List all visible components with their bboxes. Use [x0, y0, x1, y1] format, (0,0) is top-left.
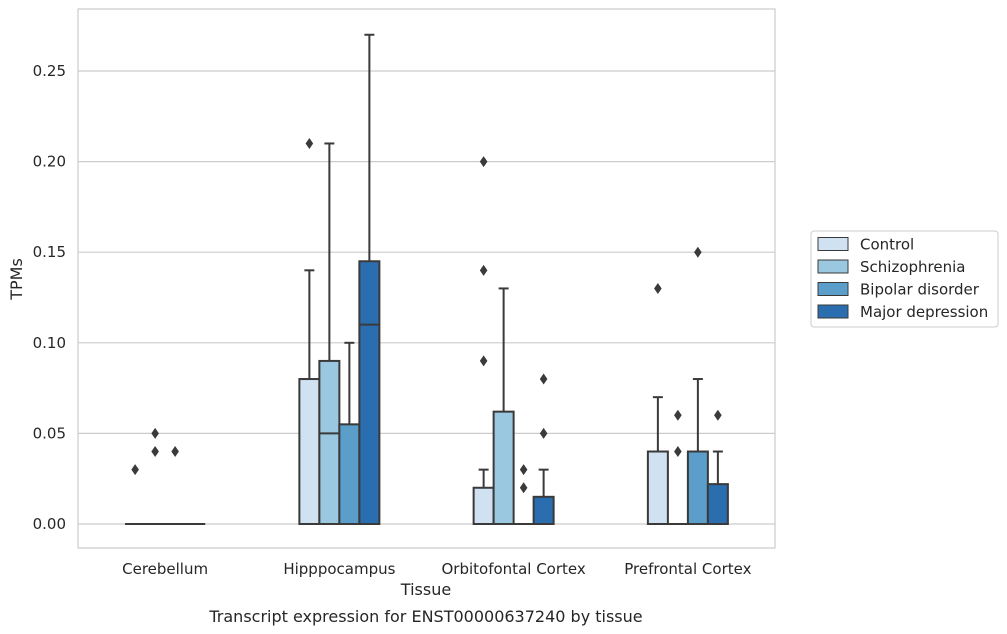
- box-1-2: [338, 341, 361, 525]
- boxes-layer: [125, 33, 729, 526]
- box-0-0: [125, 464, 146, 525]
- outlier-point: [479, 156, 488, 168]
- x-axis-title: Tissue: [400, 580, 451, 599]
- chart-caption: Transcript expression for ENST0000063724…: [208, 607, 642, 626]
- box-rect: [532, 495, 555, 526]
- outlier-point: [171, 446, 179, 458]
- legend-label: Control: [860, 236, 914, 254]
- x-tick-labels: Cerebellum Hipppocampus Orbitofontal Corte…: [122, 560, 751, 578]
- x-tick-label: Cerebellum: [122, 560, 208, 578]
- box-2-0: [472, 156, 495, 526]
- box-0-2: [165, 446, 186, 525]
- outlier-point: [714, 409, 722, 421]
- outlier-point: [654, 282, 662, 294]
- outlier-point: [519, 464, 528, 476]
- outlier-point: [479, 264, 488, 276]
- box-rect: [298, 378, 321, 526]
- y-tick-label: 0.25: [33, 62, 66, 80]
- box-rect: [706, 483, 729, 525]
- x-tick-label: Hipppocampus: [283, 560, 395, 578]
- y-tick-label: 0.00: [33, 515, 66, 533]
- outlier-point: [674, 446, 682, 458]
- y-tick-label: 0.05: [33, 424, 66, 442]
- outlier-point: [151, 446, 159, 458]
- outlier-point: [479, 355, 488, 367]
- box-3-0: [646, 282, 669, 525]
- legend-label: Bipolar disorder: [860, 281, 980, 299]
- outlier-point: [674, 409, 682, 421]
- outlier-point: [305, 137, 314, 149]
- legend-swatch: [817, 304, 849, 319]
- x-tick-label: Orbitofontal Cortex: [442, 560, 586, 578]
- legend-swatch: [817, 282, 849, 296]
- legend-swatch: [817, 237, 849, 251]
- box-rect: [338, 423, 361, 525]
- legend-label: Schizophrenia: [860, 258, 965, 276]
- box-1-1: [318, 142, 341, 526]
- legend-label: Major depression: [860, 303, 988, 321]
- box-2-3: [532, 373, 555, 526]
- outlier-point: [539, 373, 548, 385]
- box-1-0: [298, 137, 321, 526]
- outlier-point: [131, 464, 139, 476]
- legend: Control Schizophrenia Bipolar disorder Majo…: [810, 230, 999, 328]
- box-rect: [686, 450, 709, 525]
- y-tick-label: 0.20: [33, 153, 66, 171]
- box-rect: [646, 450, 669, 525]
- legend-items: Control Schizophrenia Bipolar disorder Majo…: [817, 236, 988, 321]
- y-tick-label: 0.15: [33, 243, 66, 261]
- outlier-point: [151, 427, 159, 439]
- box-3-1: [667, 409, 688, 525]
- box-0-1: [145, 427, 166, 525]
- box-1-3: [358, 33, 381, 525]
- outlier-point: [694, 246, 702, 258]
- box-2-1: [492, 287, 515, 526]
- box-2-2: [513, 464, 534, 525]
- y-tick-label: 0.10: [33, 334, 66, 352]
- box-rect: [472, 486, 495, 526]
- outlier-point: [519, 482, 528, 494]
- box-rect: [358, 260, 381, 525]
- plot-frame: [77, 8, 776, 549]
- legend-swatch: [817, 259, 849, 274]
- box-3-3: [706, 409, 729, 525]
- box-rect: [492, 410, 515, 526]
- legend-frame: [810, 230, 999, 328]
- outlier-point: [539, 427, 548, 439]
- box-rect: [318, 359, 341, 526]
- grid-lines: [78, 70, 775, 525]
- x-tick-label: Prefrontal Cortex: [624, 560, 751, 578]
- box-3-2: [686, 246, 709, 525]
- y-axis-title: TPMs: [7, 258, 26, 301]
- y-tick-labels: 0.00 0.05 0.10 0.15 0.20 0.25: [33, 62, 66, 533]
